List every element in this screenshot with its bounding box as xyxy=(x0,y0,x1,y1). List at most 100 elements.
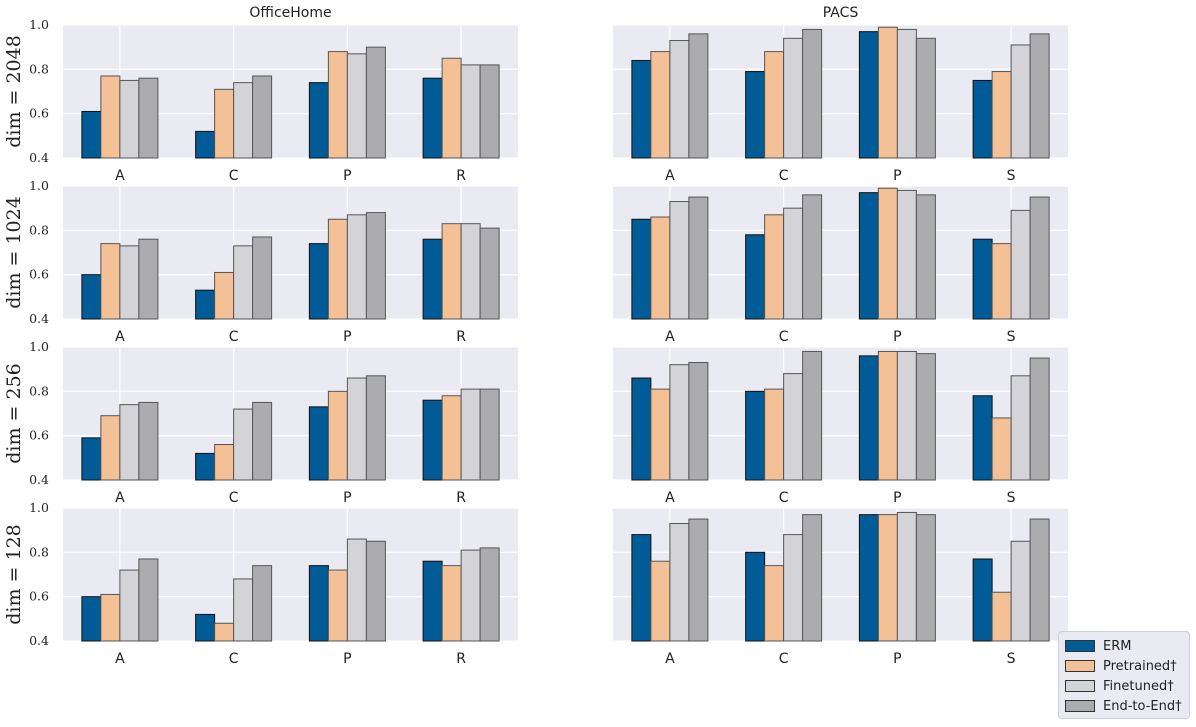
panel-2-title: PACS xyxy=(823,5,859,21)
legend-item-erm: ERM xyxy=(1065,636,1183,656)
legend-item-end-to-end: End-to-End† xyxy=(1065,696,1183,716)
panel-6-xtick-p: P xyxy=(893,490,901,506)
panel-3-ytick: 0.8 xyxy=(29,222,49,237)
panel-5-bar-erm-c xyxy=(195,452,216,481)
panel-1-bar-finetuned-p xyxy=(346,53,367,159)
panel-5-bar-pretrained-p xyxy=(327,390,348,481)
panel-4-bar-pretrained-c xyxy=(764,214,785,320)
legend-label-erm: ERM xyxy=(1103,638,1132,654)
panel-2-xtick-s: S xyxy=(1007,168,1016,184)
panel-3-xtick-p: P xyxy=(343,329,351,345)
legend-item-finetuned: Finetuned† xyxy=(1065,676,1183,696)
panel-1-ytick: 0.4 xyxy=(29,150,49,165)
panel-7-bar-finetuned-c xyxy=(233,578,254,642)
panel-2-bar-finetuned-c xyxy=(783,37,804,159)
panel-8-xtick-p: P xyxy=(893,651,901,667)
legend-swatch-pretrained xyxy=(1065,660,1095,672)
panel-8-bar-erm-a xyxy=(631,534,652,642)
panel-1-ytick: 0.6 xyxy=(29,106,49,121)
panel-8-bar-end-to-end-p xyxy=(915,514,936,642)
panel-7-ytick: 0.6 xyxy=(29,589,49,604)
panel-2-bar-end-to-end-s xyxy=(1029,33,1050,159)
panel-2-bar-erm-a xyxy=(631,59,652,159)
panel-5-bar-end-to-end-a xyxy=(138,401,159,481)
panel-1-xtick-c: C xyxy=(229,168,239,184)
panel-6-bar-end-to-end-p xyxy=(915,353,936,481)
panel-4-bar-finetuned-c xyxy=(783,207,804,320)
panel-4-bar-finetuned-s xyxy=(1010,209,1031,320)
panel-1-bar-finetuned-a xyxy=(119,79,140,159)
panel-3-bar-finetuned-a xyxy=(119,245,140,320)
panel-5-ytick: 0.4 xyxy=(29,472,49,487)
panel-5-bar-pretrained-a xyxy=(100,415,121,481)
panel-8-bar-pretrained-p xyxy=(877,514,898,642)
panel-5-bar-finetuned-c xyxy=(233,408,254,481)
panel-7-bar-finetuned-p xyxy=(346,538,367,642)
panel-3-ytick: 1.0 xyxy=(29,178,49,193)
panel-2-bar-erm-p xyxy=(858,31,879,159)
panel-8-bar-erm-s xyxy=(972,558,993,642)
panel-5-bar-pretrained-r xyxy=(441,395,462,481)
panel-5-bar-end-to-end-c xyxy=(252,401,273,481)
legend-swatch-end-to-end xyxy=(1065,700,1095,712)
panel-7-xtick-r: R xyxy=(456,651,466,667)
panel-6-bar-pretrained-c xyxy=(764,388,785,481)
panel-1-title: OfficeHome xyxy=(249,5,331,21)
legend-label-end-to-end: End-to-End† xyxy=(1103,698,1182,714)
panel-4-bar-end-to-end-a xyxy=(688,196,709,320)
panel-1-bar-end-to-end-c xyxy=(252,75,273,159)
panel-4-xtick-s: S xyxy=(1007,329,1016,345)
panel-2-bar-finetuned-s xyxy=(1010,44,1031,159)
legend-swatch-erm xyxy=(1065,640,1095,652)
panel-4-bar-erm-p xyxy=(858,192,879,320)
panel-7-bar-pretrained-p xyxy=(327,569,348,642)
panel-7-bar-erm-r xyxy=(422,560,443,642)
panel-2-bar-erm-s xyxy=(972,79,993,159)
panel-2-bar-pretrained-s xyxy=(991,71,1012,159)
panel-1-bar-pretrained-r xyxy=(441,57,462,159)
panel-6-bar-pretrained-s xyxy=(991,417,1012,481)
panel-7-bar-pretrained-a xyxy=(100,593,121,642)
legend-label-pretrained: Pretrained† xyxy=(1103,658,1177,674)
panel-4-bar-end-to-end-c xyxy=(802,194,823,320)
panel-5-xtick-a: A xyxy=(115,490,125,506)
panel-4-bar-pretrained-p xyxy=(877,187,898,320)
panel-3-bar-end-to-end-p xyxy=(365,212,386,320)
panel-5-bar-end-to-end-r xyxy=(479,388,500,481)
panel-3-bar-finetuned-r xyxy=(460,223,481,320)
panel-8-bar-pretrained-a xyxy=(650,560,671,642)
panel-5-bar-end-to-end-p xyxy=(365,375,386,481)
panel-2-bar-end-to-end-c xyxy=(802,28,823,159)
panel-6-bar-end-to-end-a xyxy=(688,362,709,481)
panel-3-bar-end-to-end-a xyxy=(138,238,159,320)
legend: ERM Pretrained† Finetuned† End-to-End† xyxy=(1058,631,1190,719)
panel-7-bar-end-to-end-a xyxy=(138,558,159,642)
panel-5-bar-erm-p xyxy=(308,406,329,481)
panel-8-bar-pretrained-c xyxy=(764,565,785,642)
panel-7-bar-end-to-end-r xyxy=(479,547,500,642)
panel-5-xtick-p: P xyxy=(343,490,351,506)
panel-4-bar-end-to-end-s xyxy=(1029,196,1050,320)
panel-1-bar-end-to-end-a xyxy=(138,77,159,159)
panel-3-bar-erm-c xyxy=(195,289,216,320)
panel-4-xtick-p: P xyxy=(893,329,901,345)
panel-3-xtick-c: C xyxy=(229,329,239,345)
panel-4-bar-erm-s xyxy=(972,238,993,320)
panel-5-ytick: 0.6 xyxy=(29,428,49,443)
panel-2-bar-end-to-end-a xyxy=(688,33,709,159)
panel-1-bar-pretrained-a xyxy=(100,75,121,159)
panel-1-bar-finetuned-c xyxy=(233,82,254,159)
panel-2-bar-pretrained-p xyxy=(877,26,898,159)
panel-3-ytick: 0.6 xyxy=(29,267,49,282)
panel-6-bar-erm-c xyxy=(745,390,766,481)
panel-4-bar-pretrained-s xyxy=(991,243,1012,320)
panel-7-bar-finetuned-r xyxy=(460,549,481,642)
panel-7-xtick-a: A xyxy=(115,651,125,667)
panel-8-bar-erm-c xyxy=(745,551,766,642)
panel-5-bar-finetuned-a xyxy=(119,404,140,481)
panel-7-ytick: 1.0 xyxy=(29,500,49,515)
legend-swatch-finetuned xyxy=(1065,680,1095,692)
panel-3-bar-pretrained-r xyxy=(441,223,462,320)
panel-2-xtick-a: A xyxy=(665,168,675,184)
